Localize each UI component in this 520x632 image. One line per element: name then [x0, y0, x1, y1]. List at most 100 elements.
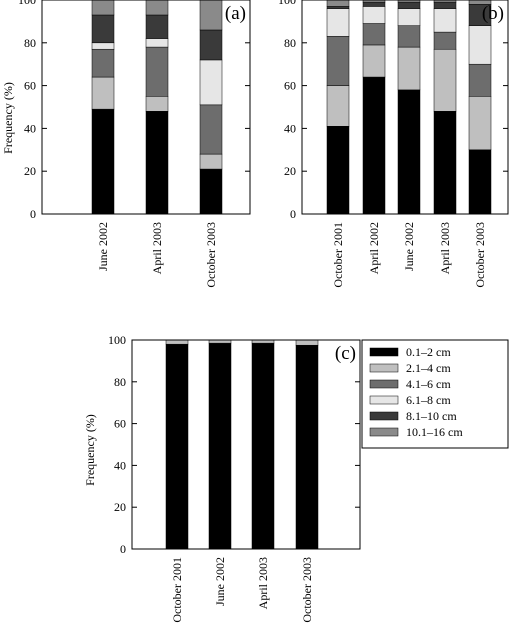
panel-label: (a)	[225, 3, 246, 24]
y-axis-title: Frequency (%)	[83, 414, 97, 486]
bar-segment	[326, 0, 350, 7]
bar-segment	[468, 63, 492, 97]
bar-segment	[251, 342, 275, 550]
legend-swatch	[369, 379, 399, 389]
bar-segment	[326, 126, 350, 215]
bar-segment	[362, 6, 386, 24]
plot-frame	[301, 0, 509, 215]
bar-segment	[145, 96, 169, 112]
y-tick-label: 20	[24, 164, 36, 178]
bar-segment	[208, 342, 232, 550]
panel-c: 0 20 40 60 80 100 October 2001 June 2002 April 2…	[83, 333, 361, 623]
bar-segment	[397, 25, 421, 48]
bar-segment	[468, 149, 492, 215]
bar-segment	[362, 1, 386, 7]
bar-segment	[433, 31, 457, 50]
bar-segment	[91, 0, 115, 16]
bar-segment	[199, 59, 223, 106]
y-tick-label: 60	[284, 79, 296, 93]
y-tick-label: 80	[114, 375, 126, 389]
panel-b: 0 20 40 60 80 100 October 2001 April 2002 June 2…	[278, 0, 509, 288]
bar-segment	[433, 1, 457, 9]
y-tick-label: 0	[290, 207, 296, 221]
panel-label: (c)	[335, 343, 356, 364]
x-tick-label: June 2002	[213, 557, 227, 606]
bar-segment	[91, 108, 115, 215]
y-tick-label: 40	[114, 458, 126, 472]
bar-segment	[326, 6, 350, 9]
bar-segment	[397, 0, 421, 3]
y-tick-label: 80	[24, 36, 36, 50]
legend-label: 4.1–6 cm	[406, 377, 451, 391]
legend-swatch	[369, 395, 399, 405]
bar-segment	[295, 339, 319, 346]
bar-segment	[199, 168, 223, 215]
bar-segment	[468, 25, 492, 65]
bar-segment	[326, 36, 350, 86]
x-tick-label: June 2002	[96, 222, 110, 271]
x-tick-label: April 2003	[438, 222, 452, 274]
y-axis-title: Frequency (%)	[1, 82, 15, 154]
x-tick-label: October 2001	[331, 222, 345, 288]
x-tick-label: April 2002	[367, 222, 381, 274]
legend-label: 0.1–2 cm	[406, 345, 451, 359]
legend-label: 2.1–4 cm	[406, 361, 451, 375]
x-tick-label: October 2003	[204, 222, 218, 288]
y-tick-label: 60	[114, 417, 126, 431]
bar-segment	[91, 42, 115, 50]
bar-segment	[433, 48, 457, 112]
legend-swatch	[369, 347, 399, 357]
bar-segment	[362, 0, 386, 3]
y-tick-label: 100	[278, 0, 296, 7]
legend: 0.1–2 cm 2.1–4 cm 4.1–6 cm 6.1–8 cm 8.1–10 c…	[361, 339, 509, 449]
bar-segment	[145, 38, 169, 48]
bar-segment	[145, 0, 169, 16]
bar-segment	[397, 1, 421, 9]
legend-label: 8.1–10 cm	[406, 409, 457, 423]
bar-segment	[326, 85, 350, 127]
legend-label: 10.1–16 cm	[406, 425, 463, 439]
bar-segment	[362, 44, 386, 78]
panel-a: 0 20 40 60 80 100 June 2002 April 2003 October 2…	[1, 0, 251, 288]
bar-segment	[362, 76, 386, 215]
legend-swatch	[369, 363, 399, 373]
bar-segment	[433, 111, 457, 215]
y-tick-label: 20	[284, 164, 296, 178]
bar-segment	[199, 153, 223, 170]
bar-segment	[165, 339, 189, 345]
bar-segment	[91, 48, 115, 78]
bar-segment	[326, 8, 350, 37]
x-tick-label: October 2003	[300, 557, 314, 623]
panel-label: (b)	[482, 3, 504, 24]
y-tick-label: 100	[18, 0, 36, 7]
bar-segment	[433, 8, 457, 33]
y-tick-label: 40	[284, 121, 296, 135]
x-tick-label: October 2001	[170, 557, 184, 623]
x-tick-label: October 2003	[473, 222, 487, 288]
bar-segment	[91, 14, 115, 44]
bar-segment	[362, 23, 386, 46]
bar-segment	[397, 89, 421, 215]
bar-segment	[91, 76, 115, 110]
bar-segment	[433, 0, 457, 3]
bar-segment	[199, 104, 223, 155]
y-tick-label: 100	[108, 333, 126, 347]
legend-swatch	[369, 411, 399, 421]
bar-segment	[145, 46, 169, 97]
plot-frame	[131, 339, 361, 550]
bar-segment	[295, 344, 319, 550]
y-tick-label: 40	[24, 121, 36, 135]
bar-segment	[397, 46, 421, 91]
bar-segment	[145, 111, 169, 215]
bar-segment	[145, 14, 169, 39]
bar-segment	[468, 0, 492, 5]
y-tick-label: 80	[284, 36, 296, 50]
y-tick-label: 20	[114, 500, 126, 514]
x-tick-label: June 2002	[402, 222, 416, 271]
x-tick-label: April 2003	[150, 222, 164, 274]
bar-segment	[468, 96, 492, 151]
bar-segment	[199, 0, 223, 31]
y-tick-label: 60	[24, 79, 36, 93]
bar-segment	[397, 8, 421, 26]
